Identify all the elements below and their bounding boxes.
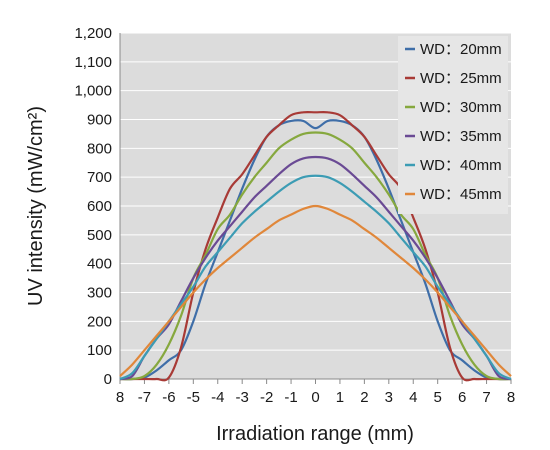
legend-items: WD：20mm WD：25mm WD：30mm WD：35mm WD：40mm WD：45… xyxy=(405,41,502,203)
y-tick-label: 1,200 xyxy=(74,25,112,42)
legend-label: WD：35mm xyxy=(420,128,502,145)
x-tick-label: 8 xyxy=(116,389,124,406)
y-tick-label: 400 xyxy=(87,256,112,273)
y-tick-label: 800 xyxy=(87,140,112,157)
x-tick-label: 1 xyxy=(336,389,344,406)
x-tick-label: -7 xyxy=(138,389,151,406)
series-line-4 xyxy=(119,155,512,381)
y-tick-label: 900 xyxy=(87,112,112,129)
legend-label: WD：20mm xyxy=(420,41,502,58)
legend: WD：20mm WD：25mm WD：30mm WD：35mm WD：40mm WD：45… xyxy=(398,36,508,214)
y-tick-labels: 0 100 200 300 400 500 600 700 800 900 1,000 1,100 1,… xyxy=(74,25,112,388)
legend-label: WD：30mm xyxy=(420,99,502,116)
y-tick-label: 0 xyxy=(104,371,112,388)
series-lines xyxy=(119,110,512,382)
y-tick-label: 200 xyxy=(87,313,112,330)
y-tick-label: 1,000 xyxy=(74,83,112,100)
x-tick-label: -3 xyxy=(236,389,249,406)
x-tick-label: -5 xyxy=(187,389,200,406)
series-line-1 xyxy=(119,119,512,381)
x-tick-label: -2 xyxy=(260,389,273,406)
x-tick-label: 6 xyxy=(458,389,466,406)
y-tick-label: 1,100 xyxy=(74,54,112,71)
y-axis-title: UV intensity (mW/cm²) xyxy=(25,106,47,306)
y-tick-label: 300 xyxy=(87,285,112,302)
x-tick-label: 0 xyxy=(311,389,319,406)
legend-label: WD：45mm xyxy=(420,186,502,203)
x-axis-title: Irradiation range (mm) xyxy=(216,423,414,445)
legend-label: WD：40mm xyxy=(420,157,502,174)
x-tick-label: 3 xyxy=(385,389,393,406)
x-tick-label: -1 xyxy=(284,389,297,406)
x-tick-label: 5 xyxy=(434,389,442,406)
legend-label: WD：25mm xyxy=(420,70,502,87)
x-tick-labels: 8 -7 -6 -5 -4 -3 -2 -1 0 1 2 3 4 5 6 7 8 xyxy=(116,379,515,406)
x-tick-label: 2 xyxy=(360,389,368,406)
x-tick-label: 7 xyxy=(482,389,490,406)
y-tick-label: 700 xyxy=(87,169,112,186)
series-line-2 xyxy=(119,110,511,382)
series-line-6 xyxy=(119,204,512,377)
x-tick-label: 4 xyxy=(409,389,417,406)
x-tick-label: -4 xyxy=(211,389,224,406)
x-tick-label: 8 xyxy=(507,389,515,406)
x-tick-label: -6 xyxy=(162,389,175,406)
y-tick-label: 500 xyxy=(87,227,112,244)
series-line-3 xyxy=(119,131,512,381)
legend-box xyxy=(398,36,508,214)
y-tick-label: 600 xyxy=(87,198,112,215)
y-tick-label: 100 xyxy=(87,342,112,359)
series-line-5 xyxy=(119,174,512,381)
